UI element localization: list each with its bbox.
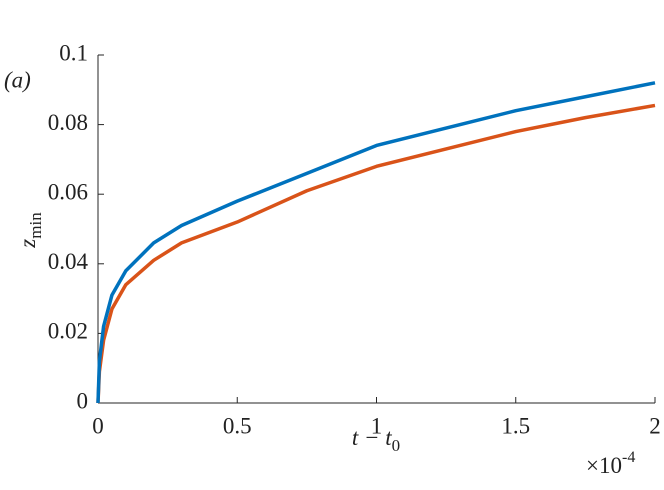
y-label-sub: min [26,212,45,239]
series-line [96,103,656,404]
series-line [96,81,656,404]
x-multiplier-exp: -4 [622,449,635,466]
x-tick-label: 0 [92,413,104,438]
y-tick-label: 0.08 [48,110,88,135]
x-multiplier-base: ×10 [586,453,622,478]
x-multiplier: ×10-4 [586,449,635,479]
x-label-base: t − t [352,425,392,450]
annotation: (a) [4,67,31,92]
x-axis-label: t − t0 [352,425,400,455]
y-tick-label: 0.04 [48,249,89,274]
y-tick-label: 0.1 [59,40,88,65]
x-label-sub: 0 [392,436,401,455]
x-tick-label: 1.5 [501,413,530,438]
x-tick-label: 2 [649,413,661,438]
y-tick-label: 0.06 [48,179,88,204]
y-label-text: zmin [15,212,45,249]
y-tick-label: 0.02 [48,319,88,344]
x-tick-label: 1 [371,413,383,438]
y-axis-label: zmin [15,212,45,249]
x-tick-label: 0.5 [223,413,252,438]
y-tick-label: 0 [77,388,89,413]
y-label-base: z [15,239,40,249]
